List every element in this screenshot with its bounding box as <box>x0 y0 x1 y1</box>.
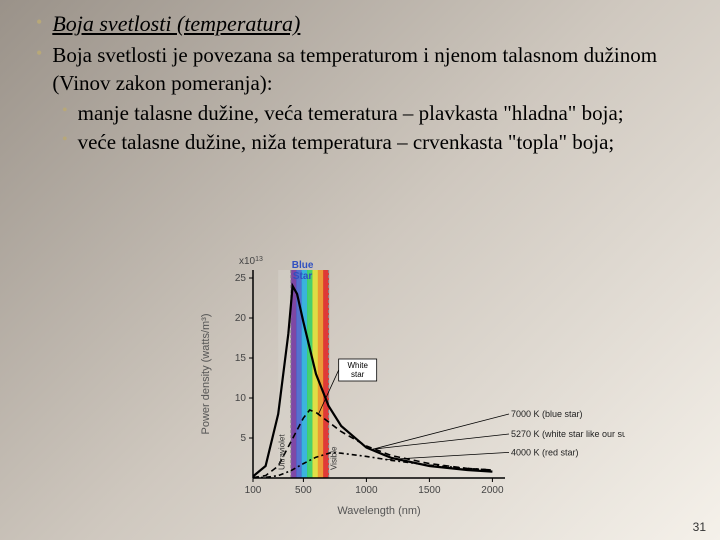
svg-text:star: star <box>351 370 365 379</box>
slide-title: Boja svetlosti (temperatura) <box>52 10 300 39</box>
svg-text:White: White <box>347 361 368 370</box>
svg-text:Blue: Blue <box>292 260 314 271</box>
page-number: 31 <box>693 520 706 534</box>
sub-bullet-icon: • <box>62 99 68 123</box>
svg-text:Wavelength (nm): Wavelength (nm) <box>337 505 420 517</box>
svg-text:15: 15 <box>235 353 247 364</box>
svg-text:1000: 1000 <box>355 485 378 496</box>
blackbody-chart: 5 10 15 20 25 100 500 1000 1500 2000 Wavelength (n… <box>195 248 625 518</box>
svg-text:Visible: Visible <box>330 446 339 470</box>
sub-text-1: manje talasne dužine, veća temeratura – … <box>78 99 624 127</box>
svg-text:5270 K (white star like our su: 5270 K (white star like our sun) <box>511 429 625 439</box>
svg-text:x1013: x1013 <box>239 256 263 268</box>
svg-text:500: 500 <box>295 485 312 496</box>
chart-svg: 5 10 15 20 25 100 500 1000 1500 2000 Wavelength (n… <box>195 248 625 518</box>
sub-bullet-icon: • <box>62 128 68 152</box>
svg-text:25: 25 <box>235 273 247 284</box>
sub-text-2: veće talasne dužine, niža temperatura – … <box>78 128 615 156</box>
bullet-icon: • <box>36 10 42 35</box>
title-row: • Boja svetlosti (temperatura) <box>36 10 684 39</box>
bullet-icon: • <box>36 41 42 66</box>
sub-bullet-2: • veće talasne dužine, niža temperatura … <box>62 128 684 156</box>
svg-text:5: 5 <box>240 433 246 444</box>
main-text: Boja svetlosti je povezana sa temperatur… <box>52 41 684 98</box>
svg-text:Star: Star <box>293 271 313 282</box>
svg-text:7000 K (blue star): 7000 K (blue star) <box>511 409 583 419</box>
svg-text:2000: 2000 <box>481 485 504 496</box>
svg-text:4000 K (red star): 4000 K (red star) <box>511 447 579 457</box>
svg-text:Power density (watts/m³): Power density (watts/m³) <box>200 313 212 434</box>
svg-text:100: 100 <box>245 485 262 496</box>
svg-text:1500: 1500 <box>418 485 441 496</box>
main-bullet: • Boja svetlosti je povezana sa temperat… <box>36 41 684 98</box>
svg-text:Ultraviolet: Ultraviolet <box>278 434 287 470</box>
slide-content: • Boja svetlosti (temperatura) • Boja sv… <box>0 0 720 156</box>
svg-text:20: 20 <box>235 313 247 324</box>
svg-text:10: 10 <box>235 393 247 404</box>
sub-bullet-1: • manje talasne dužine, veća temeratura … <box>62 99 684 127</box>
